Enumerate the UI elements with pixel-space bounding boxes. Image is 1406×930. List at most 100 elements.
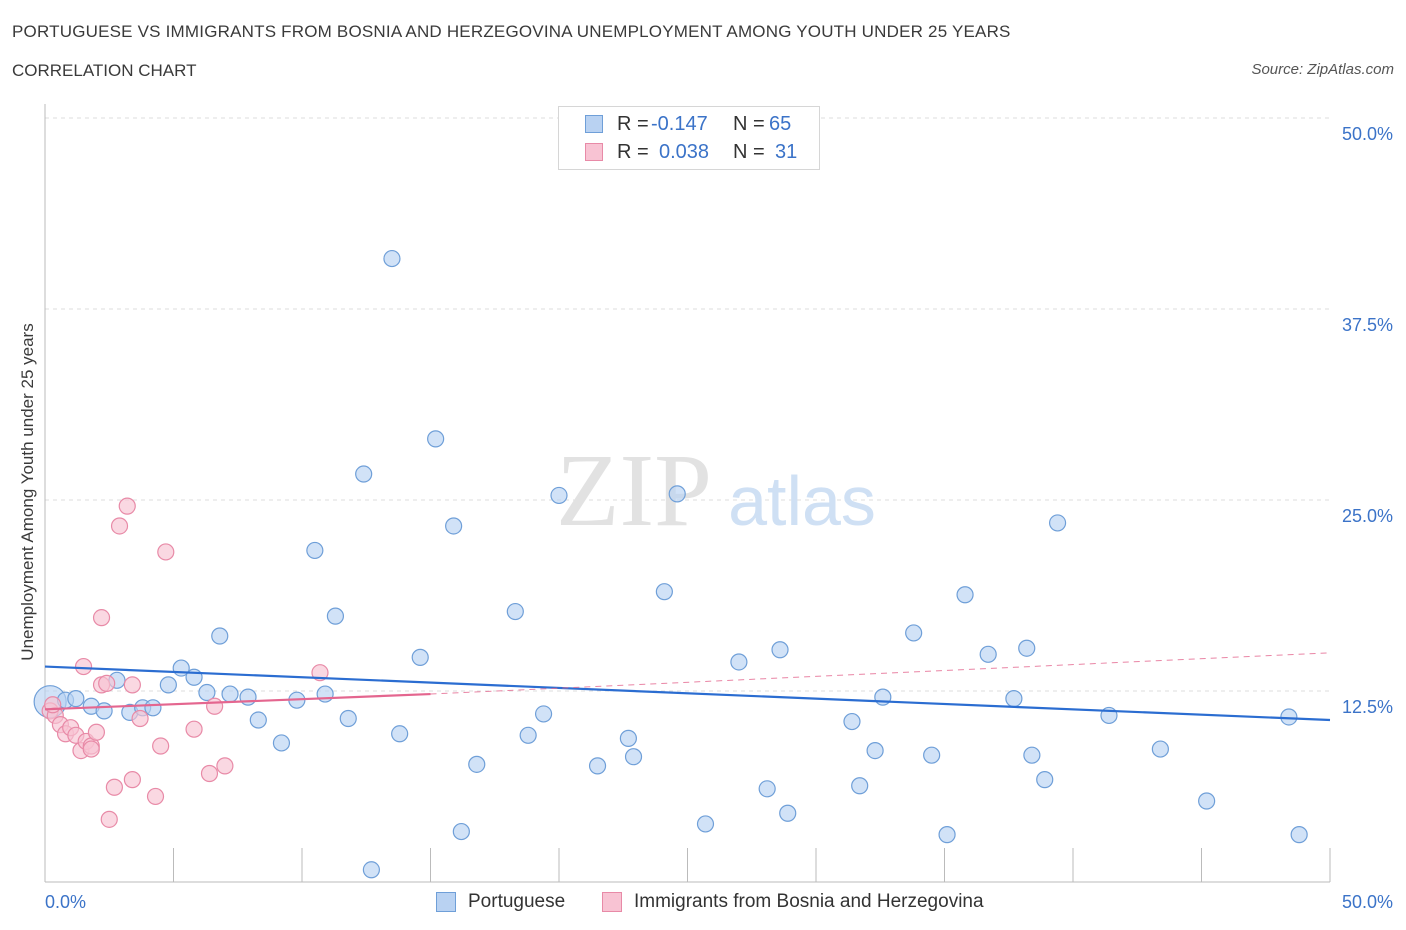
portuguese-point: [1280, 708, 1298, 726]
bosnia-point: [118, 497, 136, 515]
portuguese-point: [1005, 690, 1023, 708]
portuguese-point: [355, 465, 373, 483]
portuguese-point: [427, 430, 445, 448]
portuguese-point: [391, 725, 409, 743]
points-layer: [33, 249, 1308, 879]
legend-label-bosnia: Immigrants from Bosnia and Herzegovina: [634, 891, 984, 912]
legend-r-value: -0.147: [651, 113, 708, 135]
portuguese-point: [979, 645, 997, 663]
bosnia-point: [131, 709, 149, 728]
bosnia-trend-extension: [430, 652, 1331, 695]
stats-legend: R = -0.147 N = 65 R = 0.038 N = 31: [558, 106, 820, 170]
bosnia-point: [110, 517, 129, 535]
portuguese-point: [905, 624, 923, 642]
portuguese-point: [779, 804, 797, 822]
bosnia-point: [92, 609, 111, 627]
bosnia-point: [123, 771, 141, 789]
bosnia-point: [74, 657, 93, 676]
legend-swatch-pink: [602, 892, 622, 912]
legend-swatch-pink: [585, 143, 603, 161]
watermark: ZIP atlas: [556, 433, 876, 548]
portuguese-point: [1290, 826, 1308, 844]
portuguese-point: [95, 702, 113, 720]
portuguese-point: [362, 861, 380, 879]
portuguese-point: [198, 683, 216, 702]
bosnia-point: [82, 740, 100, 758]
portuguese-point: [866, 741, 884, 760]
bosnia-point: [152, 737, 170, 755]
axis-layer: [44, 104, 1331, 883]
portuguese-point: [1018, 639, 1036, 657]
source-note: Source: ZipAtlas.com: [1251, 61, 1394, 78]
bosnia-point: [105, 778, 123, 796]
portuguese-point: [1023, 746, 1041, 764]
portuguese-point: [534, 705, 553, 723]
bosnia-point: [98, 674, 116, 692]
portuguese-point: [624, 748, 643, 766]
portuguese-point: [326, 607, 345, 625]
x-tick-label: 0.0%: [45, 892, 86, 912]
legend-n-label: N =: [733, 113, 765, 135]
portuguese-point: [383, 249, 401, 268]
chart-subtitle: CORRELATION CHART: [12, 61, 197, 80]
portuguese-point: [730, 653, 748, 671]
portuguese-point: [272, 734, 291, 752]
bosnia-point: [146, 787, 165, 806]
portuguese-point: [588, 757, 607, 775]
portuguese-point: [159, 676, 177, 694]
tick-labels: 12.5% 25.0% 37.5% 50.0% 0.0% 50.0%: [45, 124, 1393, 912]
grid-layer: [45, 117, 1330, 692]
portuguese-point: [1048, 514, 1067, 532]
portuguese-point: [411, 648, 429, 666]
legend-swatch-blue: [436, 892, 456, 912]
portuguese-point: [696, 815, 715, 833]
portuguese-point: [758, 780, 776, 798]
portuguese-point: [1198, 792, 1216, 810]
portuguese-point: [938, 826, 956, 844]
trend-layer: [44, 652, 1331, 722]
portuguese-point: [771, 641, 789, 659]
portuguese-point: [1151, 740, 1169, 758]
bosnia-point: [100, 810, 118, 828]
bosnia-point: [185, 720, 203, 738]
portuguese-point: [1036, 771, 1054, 789]
portuguese-point: [445, 517, 463, 535]
watermark-zip: ZIP: [556, 433, 712, 548]
legend-n-value: 65: [769, 113, 792, 135]
portuguese-point: [851, 777, 869, 795]
portuguese-point: [550, 486, 568, 505]
legend-r-label: R =: [617, 141, 649, 163]
bosnia-point: [311, 664, 329, 682]
portuguese-trend-line: [44, 665, 1331, 722]
bosnia-point: [200, 764, 219, 783]
portuguese-point: [619, 729, 637, 747]
watermark-atlas: atlas: [728, 462, 876, 540]
portuguese-point: [843, 712, 861, 731]
y-tick-label: 50.0%: [1342, 124, 1393, 144]
bosnia-trend-line: [44, 692, 431, 711]
portuguese-point: [67, 690, 85, 708]
chart-title: PORTUGUESE VS IMMIGRANTS FROM BOSNIA AND…: [12, 22, 1011, 41]
x-tick-label: 50.0%: [1342, 892, 1393, 912]
portuguese-point: [221, 685, 239, 703]
bosnia-point: [216, 757, 234, 775]
legend-swatch-blue: [585, 115, 603, 133]
portuguese-point: [668, 485, 686, 503]
portuguese-point: [316, 685, 334, 703]
portuguese-point: [923, 746, 941, 764]
portuguese-point: [506, 602, 524, 621]
legend-label-portuguese: Portuguese: [468, 891, 566, 912]
portuguese-point: [655, 583, 673, 601]
legend-r-value: 0.038: [659, 141, 710, 163]
y-tick-label: 25.0%: [1342, 506, 1393, 526]
bosnia-point: [206, 697, 224, 715]
series-legend: Portuguese Immigrants from Bosnia and He…: [0, 890, 1406, 916]
bosnia-point: [87, 723, 106, 741]
portuguese-point: [239, 688, 257, 706]
portuguese-point: [956, 586, 974, 604]
portuguese-point: [211, 627, 229, 645]
portuguese-point: [519, 726, 537, 744]
legend-r-label: R =: [617, 113, 649, 135]
legend-n-label: N =: [733, 141, 765, 163]
